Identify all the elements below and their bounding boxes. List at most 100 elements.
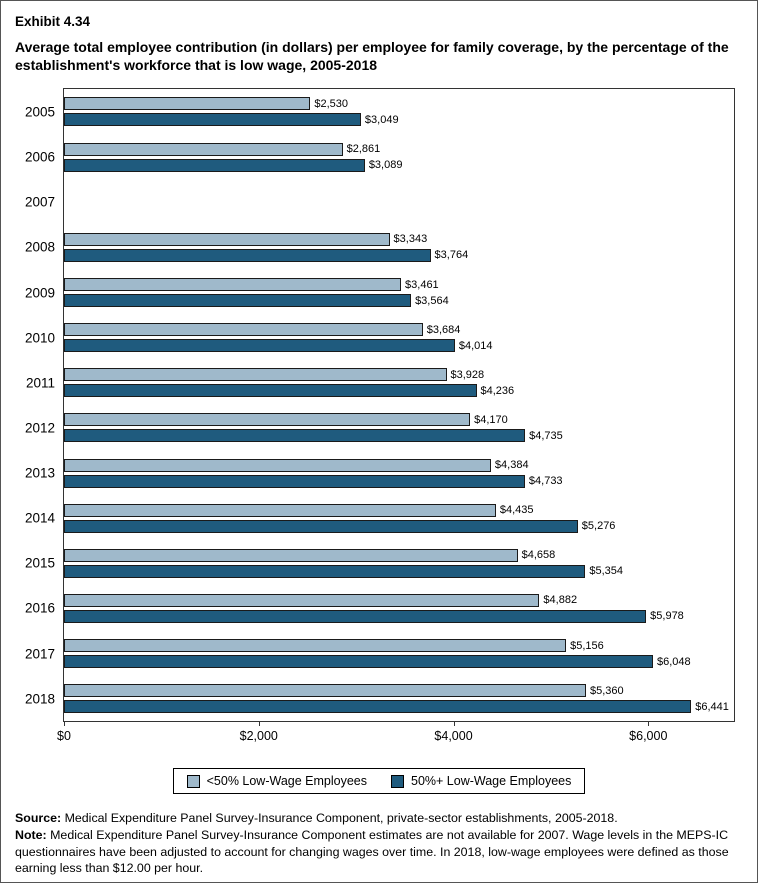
bar-line: $4,170 xyxy=(64,413,734,427)
year-row-2012: 2012 $4,170 $4,735 xyxy=(25,405,734,450)
y-axis-label-2014: 2014 xyxy=(24,510,55,526)
year-row-2017: 2017 $5,156 $6,048 xyxy=(25,631,734,676)
bar-50-plus-low-wage-2005 xyxy=(64,113,361,127)
year-row-2009: 2009 $3,461 $3,564 xyxy=(25,270,734,315)
bar-under-50-low-wage-2009 xyxy=(64,278,402,291)
value-label-50-plus-low-wage-2013: $4,733 xyxy=(528,475,563,488)
value-label-under-50-low-wage-2018: $5,360 xyxy=(589,684,624,697)
value-label-50-plus-low-wage-2012: $4,735 xyxy=(529,429,563,442)
x-axis-tick-label: $0 xyxy=(57,729,71,744)
year-row-2014: 2014 $4,435 $5,276 xyxy=(25,496,734,541)
exhibit-number: Exhibit 4.34 xyxy=(15,14,91,29)
bar-line: $4,733 xyxy=(64,474,734,488)
y-axis-label-2016: 2016 xyxy=(24,600,55,616)
bar-line: $5,276 xyxy=(64,519,734,533)
year-row-2015: 2015 $4,658 $5,354 xyxy=(25,541,734,586)
year-row-2013: 2013 $4,384 $4,733 xyxy=(25,451,734,496)
source-text: Medical Expenditure Panel Survey-Insuran… xyxy=(61,811,618,826)
x-axis-tick xyxy=(64,721,65,727)
x-axis-tick xyxy=(453,721,455,727)
bar-line: $4,435 xyxy=(64,503,734,517)
y-axis-label-2010: 2010 xyxy=(24,330,55,346)
bar-under-50-low-wage-2010 xyxy=(64,323,423,337)
value-label-under-50-low-wage-2017: $5,156 xyxy=(570,639,604,652)
value-label-50-plus-low-wage-2005: $3,049 xyxy=(364,113,399,126)
y-axis-label-2015: 2015 xyxy=(24,555,55,571)
bar-line: $4,014 xyxy=(64,339,734,353)
bar-line: $2,861 xyxy=(64,142,734,156)
legend-label-50-plus-low-wage: 50%+ Low-Wage Employees xyxy=(411,774,572,789)
bar-line: $4,658 xyxy=(64,548,734,562)
x-axis-tick xyxy=(648,721,650,727)
value-label-50-plus-low-wage-2006: $3,089 xyxy=(368,159,403,172)
value-label-50-plus-low-wage-2017: $6,048 xyxy=(656,655,691,668)
note-text: Medical Expenditure Panel Survey-Insuran… xyxy=(15,827,729,876)
value-label-under-50-low-wage-2012: $4,170 xyxy=(474,413,508,426)
bar-50-plus-low-wage-2016 xyxy=(64,609,647,623)
y-axis-label-2009: 2009 xyxy=(24,285,55,300)
bar-under-50-low-wage-2016 xyxy=(64,593,540,607)
value-label-under-50-low-wage-2010: $3,684 xyxy=(426,323,461,336)
legend-swatch-50-plus-low-wage xyxy=(391,774,404,788)
bar-under-50-low-wage-2012 xyxy=(64,413,471,427)
bar-under-50-low-wage-2011 xyxy=(64,368,447,382)
value-label-under-50-low-wage-2011: $3,928 xyxy=(450,368,485,381)
bar-chart-plot-area: 2005 $2,530 $3,049 2006 $2,861 $3,089 2007 2008… xyxy=(25,88,735,743)
bar-50-plus-low-wage-2008 xyxy=(64,248,431,262)
bar-50-plus-low-wage-2009 xyxy=(64,294,412,307)
chart-title: Average total employee contribution (in … xyxy=(15,39,729,74)
value-label-under-50-low-wage-2008: $3,343 xyxy=(393,233,428,246)
value-label-under-50-low-wage-2013: $4,384 xyxy=(494,459,529,472)
bar-line: $3,089 xyxy=(64,158,734,172)
bar-under-50-low-wage-2018 xyxy=(64,684,586,698)
y-axis-label-2006: 2006 xyxy=(24,149,55,165)
bar-line: $3,764 xyxy=(64,248,734,262)
legend-item-under-50-low-wage: <50% Low-Wage Employees xyxy=(186,774,367,789)
bar-under-50-low-wage-2006 xyxy=(64,142,343,156)
value-label-50-plus-low-wage-2008: $3,764 xyxy=(434,249,469,262)
bar-under-50-low-wage-2015 xyxy=(64,548,518,562)
bar-50-plus-low-wage-2011 xyxy=(64,384,477,398)
chart-header: Exhibit 4.34 Average total employee cont… xyxy=(1,1,757,74)
bar-line: $3,928 xyxy=(64,368,734,382)
bar-line: $4,384 xyxy=(64,458,734,472)
bar-line: $2,530 xyxy=(64,97,734,111)
value-label-under-50-low-wage-2009: $3,461 xyxy=(405,278,439,291)
bar-line: $4,236 xyxy=(64,384,734,398)
footnotes: Source: Medical Expenditure Panel Survey… xyxy=(15,810,743,876)
value-label-under-50-low-wage-2014: $4,435 xyxy=(499,504,534,517)
x-axis-tick xyxy=(258,721,260,727)
value-label-50-plus-low-wage-2010: $4,014 xyxy=(458,339,493,352)
year-row-2018: 2018 $5,360 $6,441 xyxy=(25,676,734,721)
bar-under-50-low-wage-2008 xyxy=(64,232,390,246)
y-axis-label-2007: 2007 xyxy=(24,194,55,210)
bar-50-plus-low-wage-2010 xyxy=(64,339,455,353)
year-row-2007: 2007 xyxy=(25,180,734,225)
bar-line: $4,882 xyxy=(64,593,734,607)
bar-50-plus-low-wage-2017 xyxy=(64,655,653,669)
value-label-50-plus-low-wage-2014: $5,276 xyxy=(581,520,616,533)
value-label-50-plus-low-wage-2018: $6,441 xyxy=(695,700,729,713)
y-axis-label-2005: 2005 xyxy=(24,104,55,120)
bar-50-plus-low-wage-2012 xyxy=(64,429,526,443)
year-row-2005: 2005 $2,530 $3,049 xyxy=(25,89,734,134)
y-axis-label-2008: 2008 xyxy=(24,239,55,255)
bar-50-plus-low-wage-2006 xyxy=(64,158,365,172)
bar-50-plus-low-wage-2014 xyxy=(64,519,578,533)
bar-line: $3,461 xyxy=(64,278,734,291)
year-row-2016: 2016 $4,882 $5,978 xyxy=(25,586,734,631)
y-axis-label-2017: 2017 xyxy=(24,646,55,662)
value-label-50-plus-low-wage-2011: $4,236 xyxy=(480,384,515,397)
legend-item-50-plus-low-wage: 50%+ Low-Wage Employees xyxy=(391,774,571,788)
value-label-under-50-low-wage-2015: $4,658 xyxy=(521,549,556,562)
value-label-under-50-low-wage-2005: $2,530 xyxy=(314,97,349,110)
bar-line: $3,343 xyxy=(64,232,734,246)
bar-line: $3,564 xyxy=(64,294,734,307)
value-label-50-plus-low-wage-2009: $3,564 xyxy=(415,294,449,307)
bar-line: $5,156 xyxy=(64,639,734,653)
bar-under-50-low-wage-2013 xyxy=(64,458,491,472)
bar-line: $5,360 xyxy=(64,684,734,698)
legend-label-under-50-low-wage: <50% Low-Wage Employees xyxy=(206,774,367,789)
bar-50-plus-low-wage-2015 xyxy=(64,564,586,578)
